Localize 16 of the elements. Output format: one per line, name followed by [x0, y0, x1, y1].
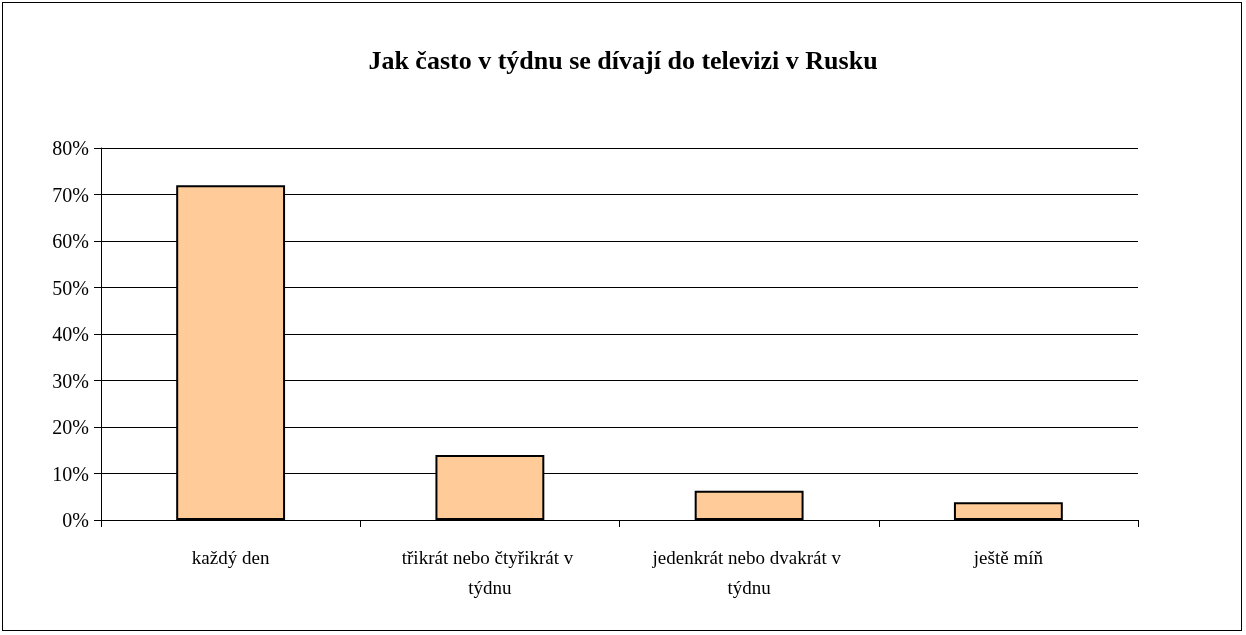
x-tick-label: ještě míň [972, 546, 1044, 568]
y-tick-label: 80% [52, 137, 89, 159]
y-tick-label: 10% [52, 462, 89, 485]
x-tick-label: jedenkrát nebo dvakrát v týdnu [651, 546, 846, 598]
bar [694, 490, 804, 520]
y-tick-label: 70% [52, 183, 89, 206]
y-tick-label: 20% [52, 416, 89, 438]
y-tick-label: 30% [52, 369, 89, 392]
y-tick-label: 60% [52, 230, 89, 252]
bar [953, 502, 1063, 520]
y-tick-label: 40% [52, 323, 89, 345]
x-tick-label: třikrát nebo čtyřikrát v týdnu [401, 546, 578, 598]
y-tick-label: 50% [52, 276, 89, 299]
chart-title: Jak často v týdnu se dívají do televizi v Rusku [368, 45, 878, 75]
x-tick-label: každý den [191, 546, 270, 568]
y-tick-label: 0% [62, 509, 89, 531]
